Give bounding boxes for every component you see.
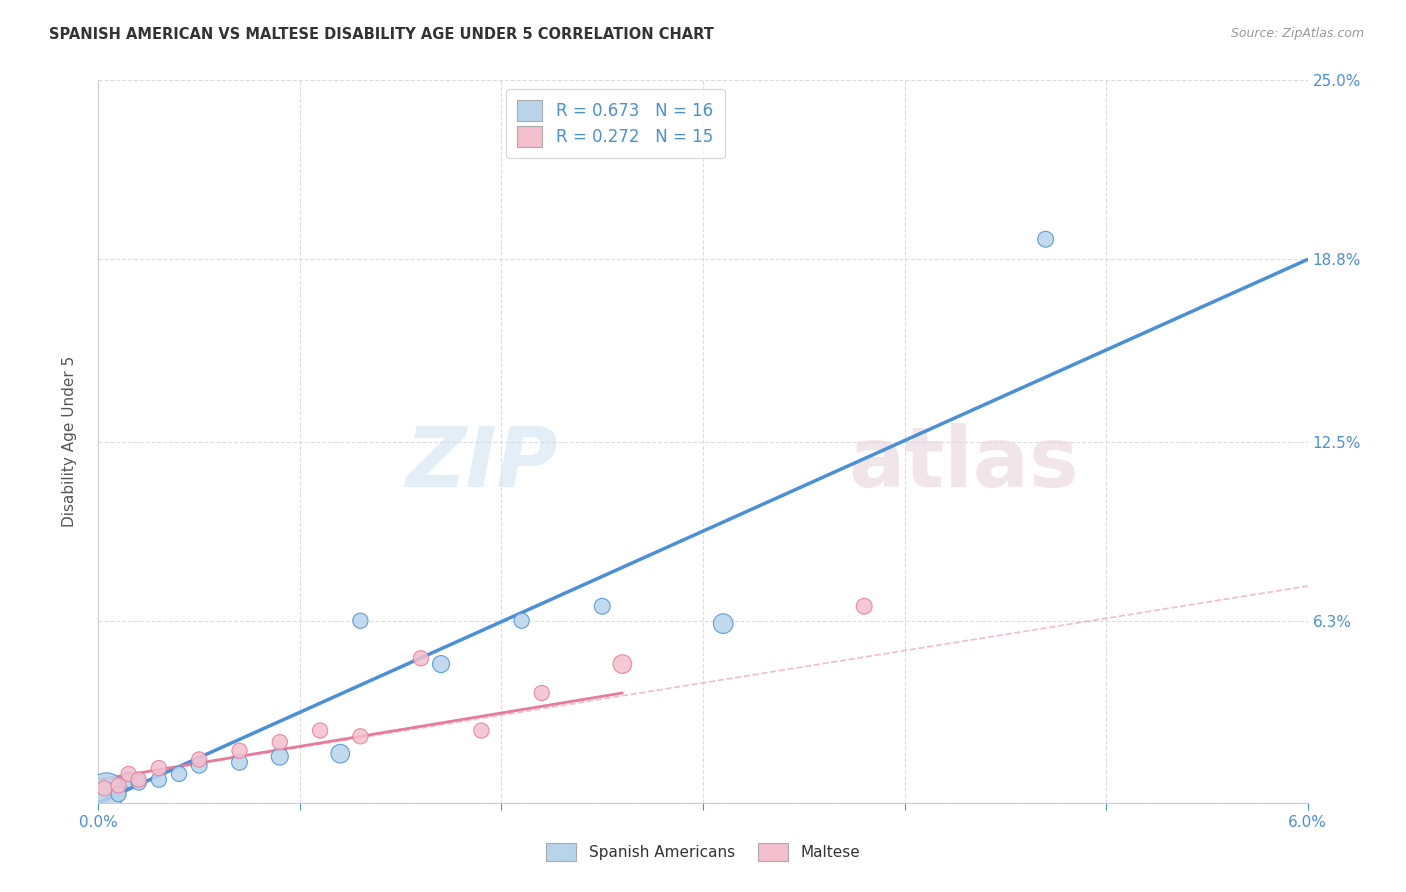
Point — [188, 752, 211, 766]
Point — [430, 657, 453, 671]
Legend: Spanish Americans, Maltese: Spanish Americans, Maltese — [540, 837, 866, 867]
Point — [118, 772, 141, 787]
Point — [470, 723, 492, 738]
Point — [591, 599, 613, 614]
Point — [107, 779, 129, 793]
Y-axis label: Disability Age Under 5: Disability Age Under 5 — [62, 356, 77, 527]
Point — [409, 651, 432, 665]
Text: Source: ZipAtlas.com: Source: ZipAtlas.com — [1230, 27, 1364, 40]
Point — [853, 599, 876, 614]
Point — [148, 761, 170, 775]
Point — [349, 614, 371, 628]
Text: SPANISH AMERICAN VS MALTESE DISABILITY AGE UNDER 5 CORRELATION CHART: SPANISH AMERICAN VS MALTESE DISABILITY A… — [49, 27, 714, 42]
Point — [1035, 232, 1057, 246]
Point — [510, 614, 533, 628]
Point — [269, 735, 291, 749]
Point — [329, 747, 352, 761]
Point — [711, 616, 734, 631]
Point — [107, 787, 129, 801]
Point — [148, 772, 170, 787]
Point — [128, 772, 150, 787]
Point — [128, 775, 150, 789]
Point — [96, 784, 118, 798]
Point — [349, 729, 371, 743]
Text: atlas: atlas — [848, 423, 1078, 504]
Point — [530, 686, 553, 700]
Point — [269, 749, 291, 764]
Point — [309, 723, 332, 738]
Point — [167, 767, 190, 781]
Point — [228, 756, 250, 770]
Point — [188, 758, 211, 772]
Text: ZIP: ZIP — [405, 423, 558, 504]
Point — [118, 767, 141, 781]
Point — [228, 744, 250, 758]
Point — [93, 781, 115, 796]
Point — [612, 657, 634, 671]
